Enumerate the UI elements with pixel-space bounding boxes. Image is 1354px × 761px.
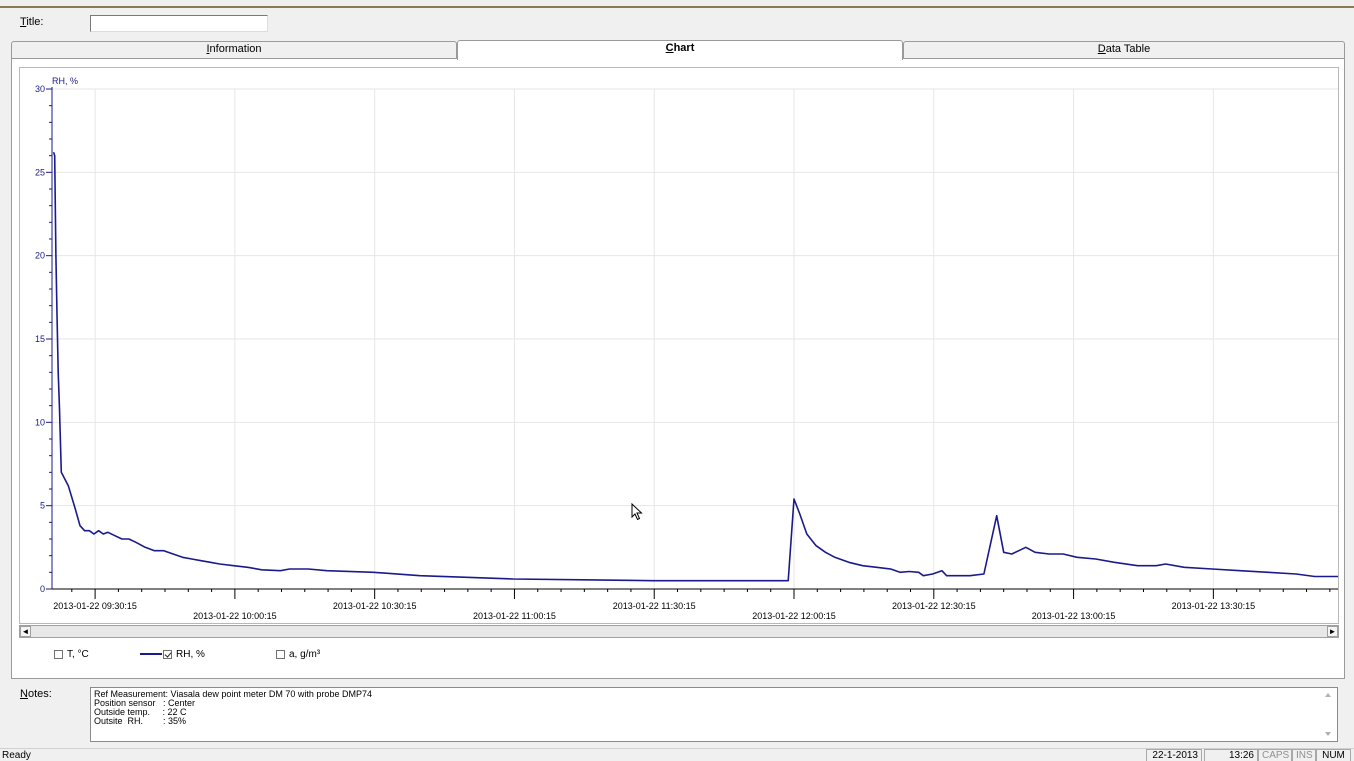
y-axis-label: RH, %	[52, 76, 78, 86]
y-tick-label: 10	[35, 417, 45, 427]
status-caps-indicator: CAPS	[1258, 749, 1292, 761]
legend-item-temperature[interactable]: T, °C	[54, 647, 89, 661]
legend-line-rh	[140, 653, 162, 655]
x-tick-label: 2013-01-22 09:30:15	[53, 601, 137, 611]
notes-line: Position sensor : Center	[94, 698, 196, 708]
legend-label-temperature: T, °C	[67, 648, 89, 660]
scroll-right-button[interactable]: ►	[1327, 626, 1338, 637]
x-tick-label: 2013-01-22 11:00:15	[473, 611, 556, 621]
x-tick-label: 2013-01-22 13:00:15	[1032, 611, 1116, 621]
legend-label-absolute-humidity: a, g/m³	[289, 648, 321, 660]
notes-vertical-scrollbar[interactable]	[1321, 688, 1335, 741]
window-top-border	[0, 6, 1354, 8]
x-tick-label: 2013-01-22 10:30:15	[333, 601, 417, 611]
tab-strip: Information Chart Data Table	[11, 40, 1345, 61]
rh-line-chart: 0 5 10 15 20 25 30 RH, % 2013-01-22 09:30:15 2013…	[35, 76, 1338, 621]
y-tick-label: 25	[35, 167, 45, 177]
notes-line: Ref Measurement: Viasala dew point meter…	[94, 689, 372, 699]
chart-area: 0 5 10 15 20 25 30 RH, % 2013-01-22 09:30:15 2013…	[19, 67, 1339, 624]
legend-label-rh: RH, %	[176, 648, 205, 660]
title-input[interactable]	[90, 15, 268, 32]
status-date: 22-1-2013	[1146, 749, 1202, 761]
status-ready-text: Ready	[2, 750, 31, 761]
notes-label: Notes:	[20, 688, 52, 700]
x-tick-label: 2013-01-22 10:00:15	[193, 611, 277, 621]
x-tick-label: 2013-01-22 12:00:15	[752, 611, 836, 621]
legend-checkbox-absolute-humidity[interactable]	[276, 649, 285, 659]
status-bar: Ready 22-1-2013 13:26 CAPS INS NUM	[0, 748, 1354, 761]
x-tick-label: 2013-01-22 13:30:15	[1172, 601, 1256, 611]
mouse-pointer-icon	[631, 502, 643, 524]
status-ins-indicator: INS	[1292, 749, 1316, 761]
notes-textarea[interactable]: Ref Measurement: Viasala dew point meter…	[90, 687, 1338, 742]
legend-item-rh[interactable]: RH, %	[140, 647, 205, 661]
x-tick-label: 2013-01-22 12:30:15	[892, 601, 976, 611]
series-line-rh	[52, 152, 1338, 582]
y-tick-label: 20	[35, 251, 45, 261]
legend-checkbox-rh[interactable]	[163, 649, 172, 659]
chart-horizontal-scrollbar[interactable]: ◄ ►	[19, 625, 1339, 638]
tab-chart[interactable]: Chart	[457, 40, 903, 60]
scroll-left-button[interactable]: ◄	[20, 626, 31, 637]
tab-data-table[interactable]: Data Table	[903, 41, 1345, 58]
notes-line: Outsite RH. : 35%	[94, 716, 187, 726]
tab-information[interactable]: Information	[11, 41, 457, 58]
y-tick-label: 5	[40, 501, 45, 511]
chart-legend: T, °C RH, % a, g/m³	[12, 647, 1342, 661]
chart-tab-panel: 0 5 10 15 20 25 30 RH, % 2013-01-22 09:30:15 2013…	[11, 58, 1345, 679]
x-tick-label: 2013-01-22 11:30:15	[613, 601, 696, 611]
status-time: 13:26	[1204, 749, 1258, 761]
y-tick-label: 30	[35, 84, 45, 94]
status-num-indicator: NUM	[1316, 749, 1351, 761]
legend-checkbox-temperature[interactable]	[54, 649, 63, 659]
notes-line: Outside temp. : 22 C	[94, 707, 187, 717]
y-tick-label: 0	[40, 584, 45, 594]
title-label: Title:	[20, 16, 44, 28]
legend-item-absolute-humidity[interactable]: a, g/m³	[276, 647, 320, 661]
y-tick-label: 15	[35, 334, 45, 344]
